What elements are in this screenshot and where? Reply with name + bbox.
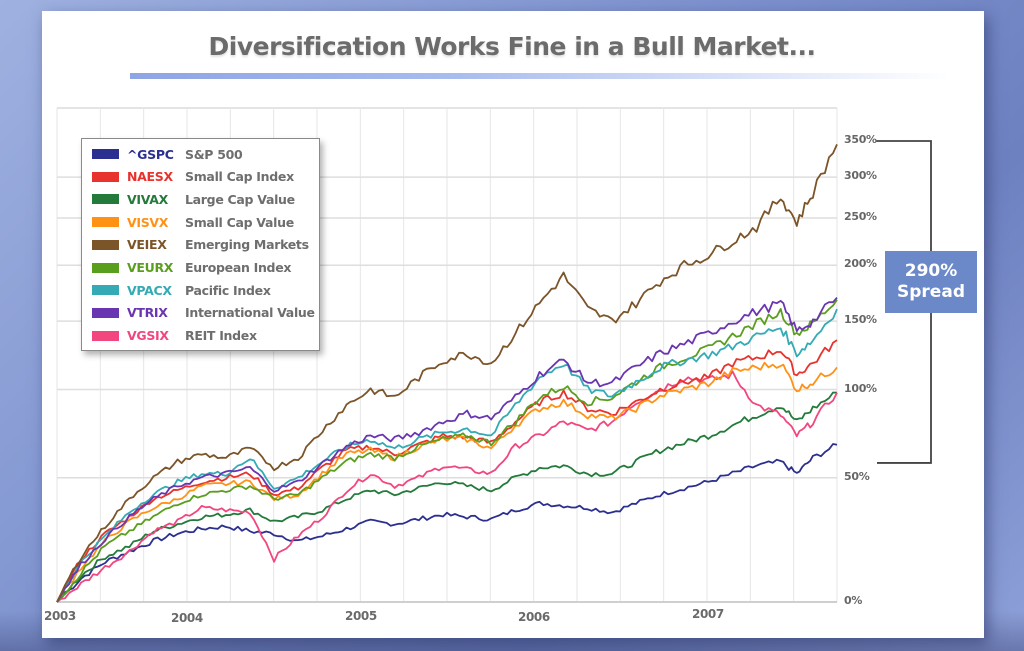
y-tick-label: 300% bbox=[844, 169, 877, 183]
legend-swatch bbox=[92, 262, 119, 273]
legend-swatch bbox=[92, 171, 119, 182]
legend-label: International Value bbox=[185, 305, 315, 321]
y-tick-label: 350% bbox=[844, 133, 877, 146]
series-line-veurx bbox=[56, 299, 838, 603]
y-tick-label: 200% bbox=[844, 257, 877, 271]
series-line-vivax bbox=[56, 391, 838, 603]
legend-label: Large Cap Value bbox=[185, 191, 295, 207]
legend-swatch bbox=[92, 239, 119, 250]
legend-ticker: VISVX bbox=[127, 214, 169, 230]
legend-item: VTRIX International Value bbox=[92, 302, 315, 324]
series-line-vtrix bbox=[56, 297, 838, 603]
legend-swatch bbox=[92, 307, 119, 318]
x-tick-label: 2005 bbox=[345, 609, 377, 623]
series-lines bbox=[56, 144, 838, 603]
legend-item: NAESX Small Cap Index bbox=[92, 166, 294, 188]
legend-swatch bbox=[92, 285, 119, 296]
spread-value: 290% bbox=[904, 261, 958, 281]
legend-ticker: VGSIX bbox=[127, 328, 169, 344]
legend-ticker: ^GSPC bbox=[127, 146, 174, 162]
x-tick-label: 2007 bbox=[692, 607, 724, 621]
x-tick-label: 2003 bbox=[44, 609, 76, 623]
legend-label: Small Cap Index bbox=[185, 169, 294, 185]
y-tick-label: 250% bbox=[844, 210, 877, 224]
legend-swatch bbox=[92, 330, 119, 341]
legend-item: VEURX European Index bbox=[92, 257, 291, 279]
chart-title: Diversification Works Fine in a Bull Mar… bbox=[208, 32, 816, 61]
spread-label: Spread bbox=[897, 282, 965, 302]
title-underline bbox=[130, 73, 950, 79]
series-line-veiex bbox=[56, 144, 838, 603]
legend-swatch bbox=[92, 217, 119, 228]
series-line-vpacx bbox=[56, 308, 838, 603]
legend-ticker: NAESX bbox=[127, 169, 173, 185]
legend-label: Emerging Markets bbox=[185, 237, 309, 253]
legend-item: VIVAX Large Cap Value bbox=[92, 188, 295, 210]
x-tick-label: 2006 bbox=[518, 610, 550, 624]
y-tick-label: 150% bbox=[844, 313, 877, 327]
legend-ticker: VEURX bbox=[127, 260, 174, 275]
legend-ticker: VPACX bbox=[127, 282, 172, 298]
x-tick-label: 2004 bbox=[171, 611, 203, 625]
legend-label: Pacific Index bbox=[185, 282, 271, 298]
legend-item: VGSIX REIT Index bbox=[92, 325, 257, 347]
legend-swatch bbox=[92, 194, 119, 205]
legend-item: ^GSPC S&P 500 bbox=[92, 143, 243, 165]
y-tick-label: 50% bbox=[844, 469, 870, 483]
legend-ticker: VIVAX bbox=[127, 191, 168, 207]
legend-label: Small Cap Value bbox=[185, 214, 294, 230]
legend: ^GSPC S&P 500 NAESX Small Cap Index VIVAX Lar… bbox=[81, 138, 320, 351]
legend-swatch bbox=[92, 149, 119, 159]
legend-ticker: VTRIX bbox=[127, 305, 168, 321]
legend-label: REIT Index bbox=[185, 328, 257, 344]
legend-ticker: VEIEX bbox=[127, 237, 167, 253]
y-tick-label: 0% bbox=[844, 594, 863, 607]
legend-item: VISVX Small Cap Value bbox=[92, 211, 294, 233]
legend-label: S&P 500 bbox=[185, 146, 243, 162]
legend-label: European Index bbox=[185, 260, 292, 275]
legend-item: VPACX Pacific Index bbox=[92, 279, 271, 301]
legend-item: VEIEX Emerging Markets bbox=[92, 234, 309, 256]
y-tick-label: 100% bbox=[844, 381, 877, 395]
series-line-gspc bbox=[56, 443, 838, 603]
series-line-visvx bbox=[56, 361, 838, 603]
spread-annotation: 290% Spread bbox=[885, 251, 977, 313]
